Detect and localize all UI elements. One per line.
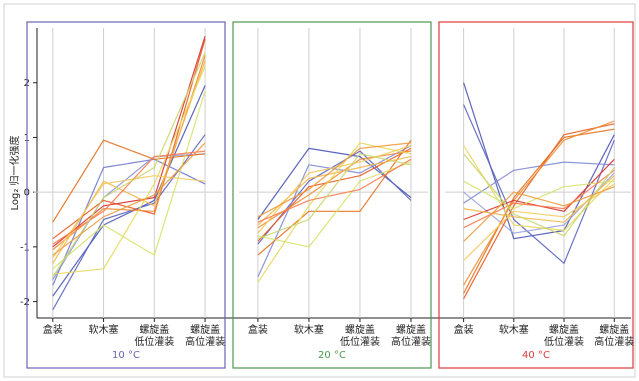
series-line-2-9 <box>463 145 615 232</box>
series-line-2-12 <box>463 169 615 229</box>
x-tick-label: 高位灌装 <box>391 335 431 348</box>
panel-label: 40 °C <box>522 350 550 361</box>
series-line-0-4 <box>52 139 206 223</box>
x-tick-label: 螺旋盖 <box>190 323 220 336</box>
series-line-1-9 <box>257 145 412 234</box>
series-line-1-7 <box>257 142 412 283</box>
series-line-0-14 <box>52 142 206 256</box>
x-tick-label: 盒装 <box>454 323 474 336</box>
series-line-2-11 <box>463 183 615 261</box>
outer-frame <box>3 3 636 378</box>
x-tick-label: 螺旋盖 <box>599 323 629 336</box>
series-line-1-3 <box>257 139 412 256</box>
x-tick-label: 低位灌装 <box>340 335 380 348</box>
series-line-2-2 <box>463 161 615 204</box>
x-tick-label: 软木塞 <box>89 323 119 336</box>
x-tick-label: 螺旋盖 <box>345 323 375 336</box>
y-tick-label: -2 <box>20 297 30 308</box>
x-tick-label: 高位灌装 <box>185 335 225 348</box>
series-line-0-7 <box>52 36 206 248</box>
x-tick-label: 低位灌装 <box>544 335 584 348</box>
series-line-2-0 <box>463 82 615 240</box>
panel-label: 10 °C <box>112 350 140 361</box>
series-line-2-10 <box>463 180 615 210</box>
series-line-1-8 <box>257 161 412 248</box>
x-tick-label: 螺旋盖 <box>549 323 579 336</box>
panel-border-2 <box>438 21 634 369</box>
series-line-2-4 <box>463 128 615 294</box>
series-line-2-6 <box>463 120 615 286</box>
x-tick-label: 螺旋盖 <box>139 323 169 336</box>
y-tick-label: -1 <box>20 242 30 253</box>
x-tick-label: 高位灌装 <box>594 335 634 348</box>
series-line-1-11 <box>257 153 412 240</box>
x-tick-label: 软木塞 <box>499 323 529 336</box>
series-line-1-6 <box>257 156 412 226</box>
panel-border-0 <box>26 21 226 369</box>
series-line-0-10 <box>52 90 206 270</box>
series-line-0-0 <box>52 85 206 297</box>
panel-border-1 <box>232 21 432 369</box>
x-tick-label: 软木塞 <box>294 323 324 336</box>
series-line-2-13 <box>463 153 615 237</box>
series-line-0-11 <box>52 175 206 259</box>
x-tick-label: 螺旋盖 <box>396 323 426 336</box>
x-tick-label: 低位灌装 <box>134 335 174 348</box>
series-line-2-8 <box>463 175 615 223</box>
series-line-0-13 <box>52 52 206 278</box>
series-line-1-0 <box>257 147 412 220</box>
series-line-0-5 <box>52 38 206 240</box>
series-line-0-3 <box>52 153 206 281</box>
series-line-0-8 <box>52 60 206 264</box>
y-axis-label: Log₂ 归一化强度 <box>8 135 21 210</box>
series-line-1-10 <box>257 158 412 223</box>
x-tick-label: 盒装 <box>248 323 268 336</box>
series-line-2-14 <box>463 186 615 242</box>
series-line-1-12 <box>257 142 412 218</box>
series-line-0-6 <box>52 55 206 251</box>
series-line-0-1 <box>52 134 206 311</box>
series-line-0-12 <box>52 150 206 245</box>
series-line-0-9 <box>52 66 206 275</box>
panel-label: 20 °C <box>318 350 346 361</box>
x-tick-label: 盒装 <box>43 323 63 336</box>
